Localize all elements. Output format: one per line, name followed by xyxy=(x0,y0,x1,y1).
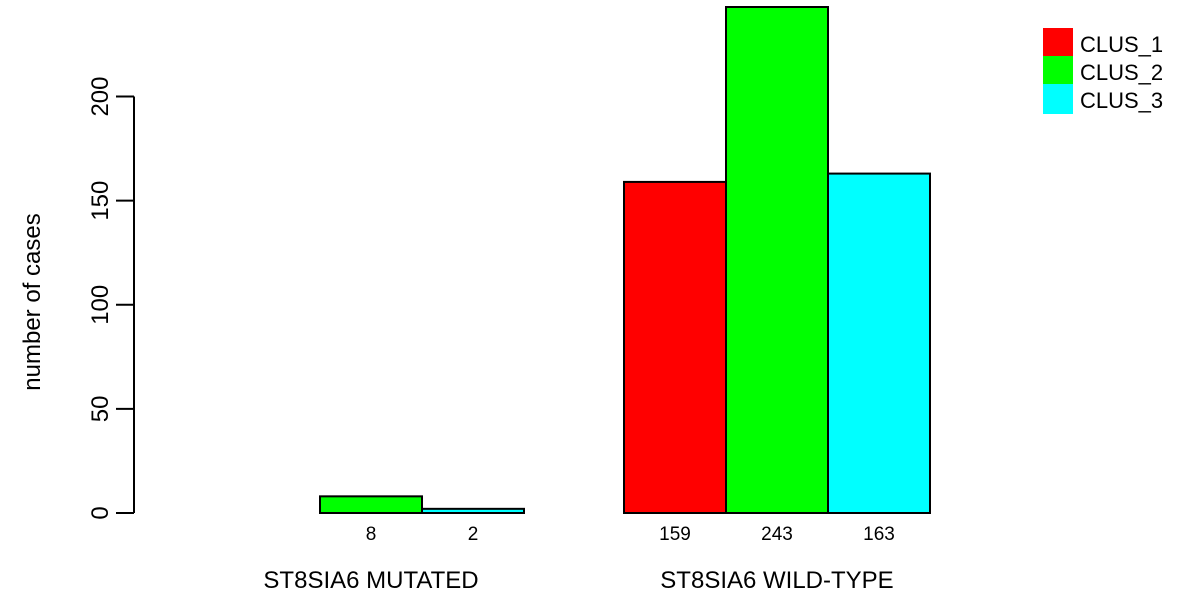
legend-swatch-clus_3 xyxy=(1043,84,1073,114)
legend-swatch-clus_2 xyxy=(1043,56,1073,86)
bar-count-label: 163 xyxy=(863,524,895,545)
bar-clus_3-2 xyxy=(827,172,931,515)
y-axis-title: number of cases xyxy=(19,213,46,390)
bar-count-label: 159 xyxy=(659,524,691,545)
category-label: ST8SIA6 WILD-TYPE xyxy=(660,567,893,594)
y-axis: 0 50 100 150 200 xyxy=(87,77,135,520)
legend-label: CLUS_3 xyxy=(1080,88,1163,113)
y-tick-label: 150 xyxy=(87,181,114,221)
bar-count-label: 8 xyxy=(366,524,377,545)
y-tick-label: 50 xyxy=(87,396,114,423)
category-label: ST8SIA6 MUTATED xyxy=(263,567,478,594)
legend-label: CLUS_2 xyxy=(1080,60,1163,85)
legend: CLUS_1 CLUS_2 CLUS_3 xyxy=(1043,28,1163,114)
bars xyxy=(319,6,931,515)
bar-count-label: 2 xyxy=(468,524,479,545)
count-labels: 8 2 159 243 163 xyxy=(366,524,895,545)
legend-label: CLUS_1 xyxy=(1080,32,1163,57)
legend-swatch-clus_1 xyxy=(1043,28,1073,58)
bar-clus_1-2 xyxy=(623,180,727,514)
bar-clus_2-1 xyxy=(319,495,423,514)
bar-clus_3-1 xyxy=(421,507,525,514)
bar-clus_2-2 xyxy=(725,6,829,514)
y-tick-label: 200 xyxy=(87,77,114,117)
category-labels: ST8SIA6 MUTATED ST8SIA6 WILD-TYPE xyxy=(263,567,893,594)
y-tick-label: 100 xyxy=(87,285,114,325)
y-tick-label: 0 xyxy=(87,506,114,519)
bar-count-label: 243 xyxy=(761,524,793,545)
